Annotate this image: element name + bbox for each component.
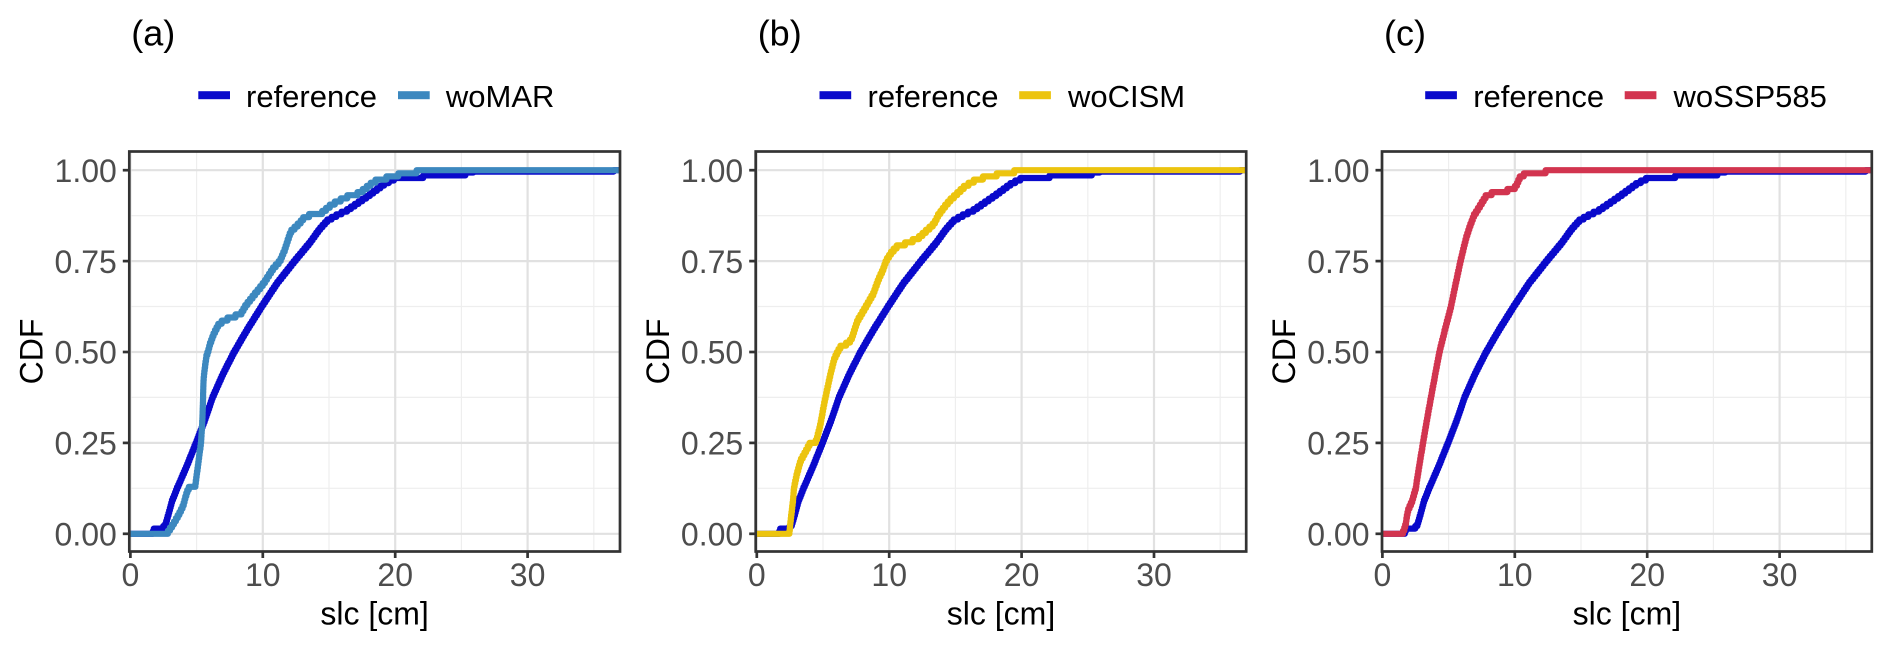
svg-text:20: 20 bbox=[1004, 557, 1040, 593]
svg-text:slc [cm]: slc [cm] bbox=[1573, 596, 1681, 632]
svg-text:0.75: 0.75 bbox=[1307, 244, 1369, 280]
svg-text:0.50: 0.50 bbox=[1307, 335, 1369, 371]
svg-text:1.00: 1.00 bbox=[1307, 153, 1369, 189]
svg-text:slc [cm]: slc [cm] bbox=[947, 596, 1055, 632]
svg-text:reference: reference bbox=[1473, 79, 1604, 114]
svg-text:20: 20 bbox=[377, 557, 413, 593]
svg-text:10: 10 bbox=[1497, 557, 1533, 593]
svg-text:0.00: 0.00 bbox=[681, 517, 743, 553]
svg-text:0.25: 0.25 bbox=[1307, 426, 1369, 462]
svg-text:1.00: 1.00 bbox=[55, 153, 117, 189]
svg-text:1.00: 1.00 bbox=[681, 153, 743, 189]
svg-text:0.00: 0.00 bbox=[1307, 517, 1369, 553]
svg-text:20: 20 bbox=[1629, 557, 1665, 593]
svg-text:0: 0 bbox=[1374, 557, 1392, 593]
svg-text:CDF: CDF bbox=[640, 319, 676, 385]
svg-text:30: 30 bbox=[1136, 557, 1172, 593]
svg-text:10: 10 bbox=[245, 557, 281, 593]
svg-text:woMAR: woMAR bbox=[445, 79, 555, 114]
svg-text:(a): (a) bbox=[131, 13, 175, 54]
svg-text:0: 0 bbox=[748, 557, 766, 593]
svg-text:0.50: 0.50 bbox=[55, 335, 117, 371]
svg-text:woCISM: woCISM bbox=[1067, 79, 1185, 114]
svg-text:0.75: 0.75 bbox=[55, 244, 117, 280]
svg-text:CDF: CDF bbox=[1266, 319, 1302, 385]
svg-text:0.25: 0.25 bbox=[681, 426, 743, 462]
svg-text:0.50: 0.50 bbox=[681, 335, 743, 371]
svg-text:10: 10 bbox=[871, 557, 907, 593]
svg-text:0.00: 0.00 bbox=[55, 517, 117, 553]
svg-text:woSSP585: woSSP585 bbox=[1673, 79, 1827, 114]
svg-text:(b): (b) bbox=[758, 13, 802, 54]
svg-text:0.75: 0.75 bbox=[681, 244, 743, 280]
svg-text:30: 30 bbox=[510, 557, 546, 593]
svg-text:0.25: 0.25 bbox=[55, 426, 117, 462]
svg-text:CDF: CDF bbox=[14, 319, 50, 385]
svg-text:reference: reference bbox=[868, 79, 999, 114]
svg-text:30: 30 bbox=[1762, 557, 1798, 593]
svg-text:(c): (c) bbox=[1384, 13, 1426, 54]
svg-text:0: 0 bbox=[122, 557, 140, 593]
svg-text:reference: reference bbox=[246, 79, 377, 114]
svg-text:slc [cm]: slc [cm] bbox=[320, 596, 428, 632]
